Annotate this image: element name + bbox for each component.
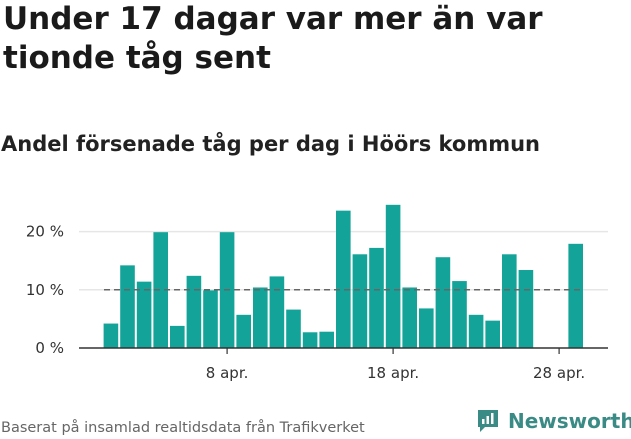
bar [518,270,534,348]
bar [286,309,301,348]
brand-name: Newsworthy [508,409,631,433]
source-note: Baserat på insamlad realtidsdata från Tr… [1,420,365,436]
x-tick-label: 28 apr. [533,364,585,382]
bar [120,265,135,348]
x-tick-label: 8 apr. [206,364,249,382]
bar [153,232,168,348]
bar [435,257,451,348]
bar [419,308,434,348]
bar [170,325,185,348]
bar [402,287,417,348]
bar-chart: 0 % 10 % 20 % 8 apr. 18 apr. 28 apr. [26,204,608,382]
bar [136,281,152,348]
chart-subtitle: Andel försenade tåg per dag i Höörs komm… [1,132,540,156]
y-tick-label: 0 % [35,339,64,357]
bar [452,281,467,348]
newsworthy-logo: Newsworthy [476,408,631,434]
bar [568,243,583,348]
bar [253,287,268,348]
y-tick-label: 20 % [26,223,64,241]
axes: 0 % 10 % 20 % 8 apr. 18 apr. 28 apr. [26,223,608,382]
x-tick-label: 18 apr. [367,364,419,382]
bar [369,247,384,348]
y-tick-label: 10 % [26,281,64,299]
bar [269,276,285,348]
bar [336,210,351,348]
bar-chart-logo-icon [478,410,498,432]
bar [502,254,517,348]
bar [319,331,334,348]
bar [236,314,251,348]
bar [385,204,401,348]
bar [485,320,500,348]
chart-title: Under 17 dagar var mer än var tionde tåg… [3,1,543,76]
bar [352,254,368,348]
bar [186,275,202,348]
bar [203,290,218,348]
bar [103,323,119,348]
bar [468,314,484,348]
bars [103,204,583,348]
bar [302,332,318,348]
